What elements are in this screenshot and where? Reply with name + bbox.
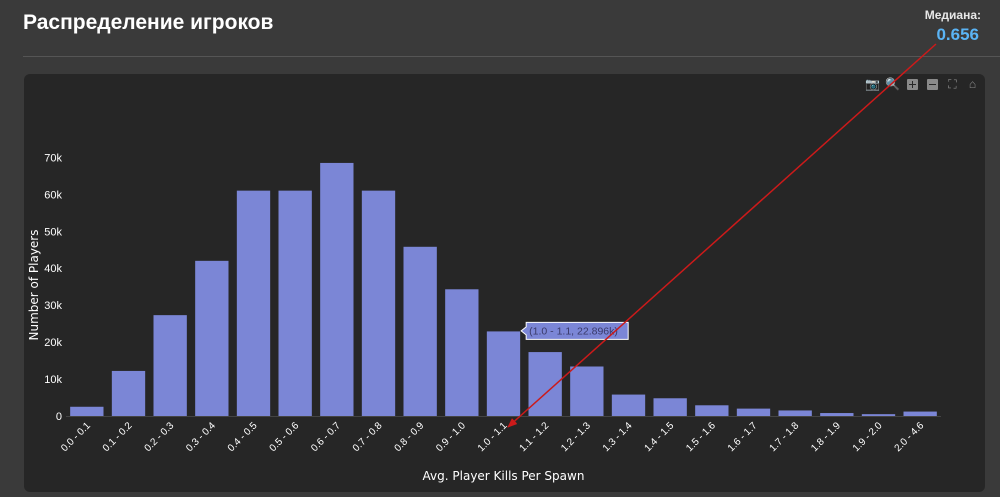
y-tick-label: 50k — [44, 226, 62, 238]
y-tick-label: 0 — [56, 411, 62, 423]
x-tick-label: 1.6 - 1.7 — [726, 420, 760, 454]
tooltip-text: (1.0 - 1.1, 22.896k) — [529, 325, 618, 337]
bar-1.8-1.9[interactable] — [820, 413, 854, 416]
x-tick-label: 0.3 - 0.4 — [184, 420, 218, 454]
y-tick-label: 20k — [44, 337, 62, 349]
x-tick-label: 1.5 - 1.6 — [684, 420, 718, 454]
bar-2.0-4.6[interactable] — [903, 411, 937, 416]
page-title: Распределение игроков — [23, 11, 274, 34]
bar-0.3-0.4[interactable] — [195, 260, 229, 416]
x-tick-label: 1.3 - 1.4 — [601, 420, 635, 454]
bar-1.4-1.5[interactable] — [653, 398, 687, 416]
x-tick-label: 0.1 - 0.2 — [101, 420, 135, 454]
bar-0.6-0.7[interactable] — [320, 162, 354, 416]
bar-1.5-1.6[interactable] — [695, 405, 729, 416]
y-tick-label: 60k — [44, 189, 62, 201]
y-tick-label: 40k — [44, 263, 62, 275]
zoom-out-icon[interactable] — [926, 78, 939, 91]
x-tick-label: 0.8 - 0.9 — [393, 420, 427, 454]
y-axis-ticks: 0 10k 20k 30k 40k 50k 60k 70k — [44, 152, 62, 423]
x-tick-label: 0.4 - 0.5 — [226, 420, 260, 454]
x-axis-ticks: 0.0 - 0.1 0.1 - 0.2 0.2 - 0.3 0.3 - 0.4 0.4 … — [59, 420, 926, 454]
bar-1.9-2.0[interactable] — [861, 414, 896, 416]
bar-0.9-1.0[interactable] — [445, 289, 479, 416]
x-tick-label: 1.7 - 1.8 — [768, 420, 802, 454]
bar-0.1-0.2[interactable] — [111, 370, 146, 416]
camera-icon[interactable]: 📷 — [865, 77, 880, 91]
header-divider — [23, 56, 1000, 57]
bar-0.7-0.8[interactable] — [361, 190, 396, 416]
home-icon[interactable]: ⌂ — [968, 77, 977, 91]
x-tick-label: 0.6 - 0.7 — [309, 420, 343, 454]
hover-tooltip: (1.0 - 1.1, 22.896k) — [520, 321, 629, 340]
bar-0.8-0.9[interactable] — [403, 246, 437, 416]
y-tick-label: 70k — [44, 152, 62, 164]
x-tick-label: 1.8 - 1.9 — [809, 420, 843, 454]
annotation-arrow — [507, 43, 937, 428]
y-tick-label: 30k — [44, 300, 62, 312]
y-tick-label: 10k — [44, 374, 62, 386]
x-tick-label: 0.2 - 0.3 — [143, 420, 177, 454]
median-label: Медиана: — [924, 8, 981, 22]
x-tick-label: 1.1 - 1.2 — [518, 420, 552, 454]
bar-1.7-1.8[interactable] — [778, 410, 812, 416]
x-tick-label: 0.0 - 0.1 — [59, 420, 93, 454]
bar-0.0-0.1[interactable] — [70, 406, 104, 416]
x-tick-label: 1.4 - 1.5 — [643, 420, 677, 454]
bar-0.5-0.6[interactable] — [278, 190, 312, 416]
bars-layer — [70, 162, 937, 416]
autoscale-icon[interactable]: ⛶ — [948, 77, 957, 91]
x-tick-label: 0.7 - 0.8 — [351, 420, 385, 454]
bar-1.0-1.1[interactable] — [486, 331, 521, 416]
median-value: 0.656 — [936, 25, 979, 44]
bar-1.6-1.7[interactable] — [736, 408, 771, 416]
bar-1.2-1.3[interactable] — [570, 366, 604, 416]
tooltip-background — [520, 321, 629, 340]
x-tick-label: 1.9 - 2.0 — [851, 420, 885, 454]
x-tick-label: 2.0 - 4.6 — [893, 420, 927, 454]
zoom-in-icon[interactable] — [906, 78, 919, 91]
bar-0.2-0.3[interactable] — [153, 315, 187, 416]
x-tick-label: 0.9 - 1.0 — [434, 420, 468, 454]
bar-1.3-1.4[interactable] — [611, 394, 646, 416]
bar-0.4-0.5[interactable] — [236, 190, 271, 416]
x-tick-label: 1.2 - 1.3 — [559, 420, 593, 454]
x-axis-title: Avg. Player Kills Per Spawn — [423, 469, 585, 483]
x-tick-label: 0.5 - 0.6 — [268, 420, 302, 454]
y-axis-title: Number of Players — [27, 230, 41, 341]
x-tick-label: 1.0 - 1.1 — [476, 420, 510, 454]
